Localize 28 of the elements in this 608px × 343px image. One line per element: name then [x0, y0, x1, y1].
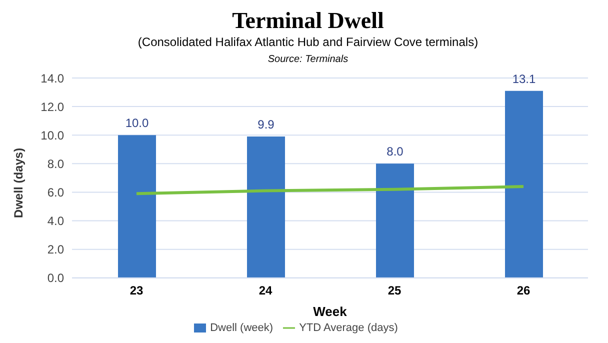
- chart-title: Terminal Dwell: [231, 8, 385, 34]
- source-note: Source: Terminals: [266, 53, 350, 67]
- bar: [118, 135, 156, 278]
- y-tick-label: 10.0: [40, 128, 64, 142]
- x-tick-label: 24: [258, 283, 272, 298]
- y-tick-label: 8.0: [47, 156, 64, 171]
- legend-label: YTD Average (days): [299, 322, 398, 334]
- bar: [247, 136, 285, 278]
- x-tick-label: 25: [388, 283, 402, 298]
- x-axis-title: Week: [313, 304, 348, 319]
- y-tick-label: 4.0: [47, 214, 64, 228]
- y-tick-label: 12.0: [40, 100, 64, 114]
- chart-subtitle: (Consolidated Halifax Atlantic Hub and Fairview Cove terminals): [136, 34, 480, 50]
- y-tick-label: 6.0: [47, 185, 64, 200]
- y-axis-title: Dwell (days): [11, 148, 26, 218]
- data-label: 9.9: [258, 118, 275, 132]
- data-label: 10.0: [125, 116, 149, 130]
- bar: [376, 164, 414, 278]
- data-label: 13.1: [512, 72, 536, 86]
- line-series: [135, 185, 525, 196]
- y-tick-label: 0.0: [47, 271, 64, 286]
- data-label: 8.0: [386, 144, 404, 159]
- y-tick-label: 2.0: [47, 242, 64, 257]
- x-tick-label: 23: [130, 283, 144, 298]
- y-tick-label: 14.0: [40, 71, 64, 86]
- bar: [505, 90, 543, 278]
- x-tick-label: 26: [516, 283, 530, 298]
- legend-label: Dwell (week): [210, 322, 274, 334]
